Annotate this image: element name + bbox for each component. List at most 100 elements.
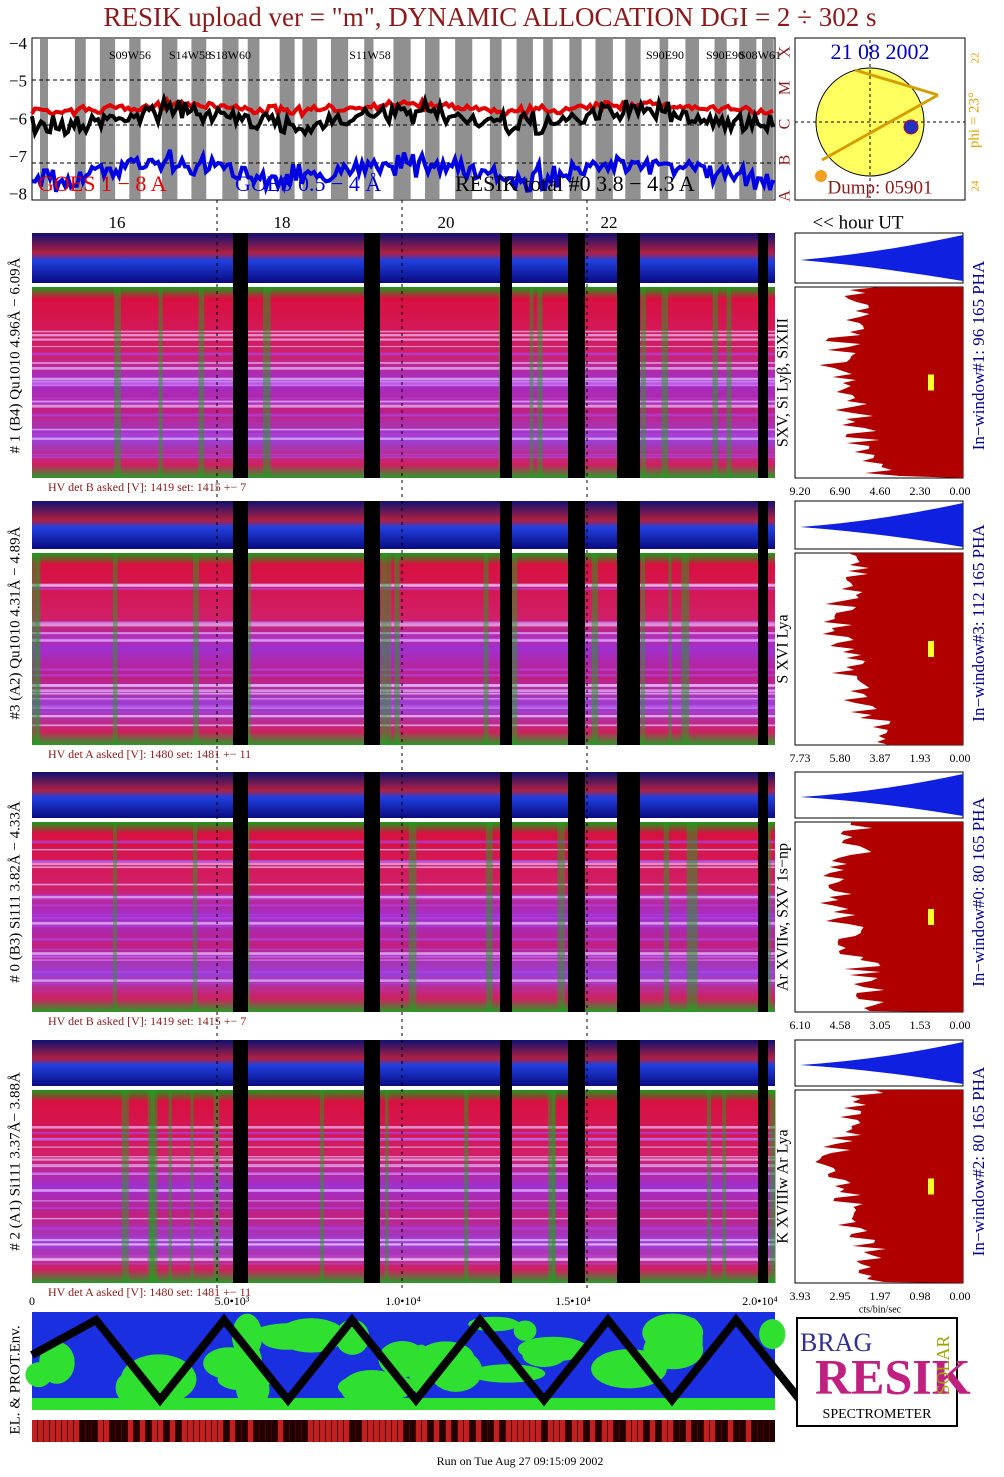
counts-cell <box>428 1420 433 1442</box>
counts-cell <box>212 1420 217 1442</box>
heat-band <box>32 1146 775 1148</box>
curve <box>30 92 775 140</box>
counts-cell <box>254 1420 259 1442</box>
heat-band <box>32 453 775 456</box>
gap <box>568 772 585 1012</box>
heat-band <box>32 684 775 688</box>
gap <box>364 233 380 478</box>
gap <box>500 233 512 478</box>
line-label: K XVIIIw Ar Lya <box>775 1129 792 1243</box>
env-blob <box>254 1323 324 1342</box>
hv-label: HV det A asked [V]: 1480 set: 1481 +− 11 <box>48 1285 251 1299</box>
heat-band <box>32 904 775 907</box>
window-label: In−window#3: 112 165 PHA <box>969 524 988 722</box>
heat-col <box>112 553 118 745</box>
legend-entry: GOES 1 − 8 A <box>38 171 167 196</box>
class-label: B <box>777 155 794 166</box>
counts-cell <box>704 1420 709 1442</box>
heat-band <box>32 1259 775 1262</box>
hist-tick: 0.00 <box>950 751 971 765</box>
heat-band <box>32 982 775 985</box>
marker <box>815 170 827 182</box>
counts-cell <box>74 1420 79 1442</box>
counts-cell <box>368 1420 373 1442</box>
hist-tick: 3.93 <box>790 1289 811 1303</box>
heat-band <box>32 862 775 866</box>
hist-body <box>822 553 963 745</box>
heat-col <box>529 287 534 478</box>
logo-frame <box>796 1317 958 1427</box>
legend-entry: GOES 0.5 − 4 Å <box>235 171 381 196</box>
flare-label: S90E90 <box>706 48 744 62</box>
env-blob <box>759 1319 786 1350</box>
y-tick-label: −8 <box>9 185 27 204</box>
counts-cell <box>56 1420 61 1442</box>
line-label: Ar XVIIw, SXV 1s−np <box>775 843 792 991</box>
hv-label: HV det A asked [V]: 1480 set: 1481 +− 11 <box>48 747 251 761</box>
hist-body <box>815 1090 963 1283</box>
gap <box>758 772 768 1012</box>
counts-cell <box>518 1420 523 1442</box>
heat-col <box>509 553 518 745</box>
heat-band <box>32 381 775 383</box>
counts-cell <box>170 1420 175 1442</box>
counts-cell <box>590 1420 595 1442</box>
counts-cell <box>68 1420 73 1442</box>
counts-cell <box>158 1420 163 1442</box>
heat-col <box>113 287 122 478</box>
heat-band <box>32 456 775 459</box>
counts-cell <box>350 1420 355 1442</box>
heat-col <box>552 1090 556 1283</box>
heat-band <box>32 925 775 928</box>
stripe <box>595 39 613 199</box>
heat-band <box>32 894 775 897</box>
heat-col <box>686 822 694 1012</box>
strip <box>32 772 775 818</box>
hist-small <box>800 774 963 816</box>
counts-cell <box>500 1420 505 1442</box>
curve <box>31 148 775 196</box>
counts-cell <box>650 1420 655 1442</box>
heat-col <box>380 553 388 745</box>
heat-band <box>32 692 775 695</box>
env-blob <box>522 1343 566 1367</box>
counts-cell <box>698 1420 703 1442</box>
counts-cell <box>314 1420 319 1442</box>
counts-cell <box>128 1420 133 1442</box>
gap <box>617 501 640 745</box>
sun-vector <box>821 93 939 162</box>
counts-cell <box>374 1420 379 1442</box>
y-tick-label: −6 <box>9 109 27 128</box>
hist-tick: 3.87 <box>870 751 891 765</box>
counts-cell <box>230 1420 235 1442</box>
counts-cell <box>320 1420 325 1442</box>
hv-label: HV det B asked [V]: 1419 set: 1415 +− 7 <box>48 1014 246 1028</box>
heat-band <box>32 1217 775 1220</box>
heat-band <box>32 1245 775 1248</box>
strip <box>32 501 775 549</box>
panel-label: # 2 (A1) Si111 3.37Å− 3.88Å <box>7 1072 23 1251</box>
counts-cell <box>740 1420 745 1442</box>
env-curve <box>30 1313 804 1407</box>
heat-band <box>32 1257 775 1260</box>
logo-middle: RESIK <box>815 1348 971 1404</box>
counts-cell <box>614 1420 619 1442</box>
counts-cell <box>50 1420 55 1442</box>
heat-band <box>32 916 775 920</box>
counts-cell <box>752 1420 757 1442</box>
heat-band <box>32 866 775 869</box>
counts-cell <box>566 1420 571 1442</box>
sun-panel: 21 08 2002 Dump: 05901 phi = 23° 22 24 <box>794 37 982 201</box>
env-band <box>32 1398 775 1410</box>
counts-cell <box>386 1420 391 1442</box>
logo-top: BRAG <box>800 1328 872 1357</box>
gap <box>233 233 248 478</box>
counts-cell <box>770 1420 775 1442</box>
heat-col <box>547 1090 555 1283</box>
stripe <box>625 39 641 199</box>
heat-col <box>113 822 117 1012</box>
dump: Dump: 05901 <box>827 177 932 198</box>
counts-cell <box>422 1420 427 1442</box>
hist-marker <box>928 909 934 925</box>
heat-band <box>32 338 775 341</box>
